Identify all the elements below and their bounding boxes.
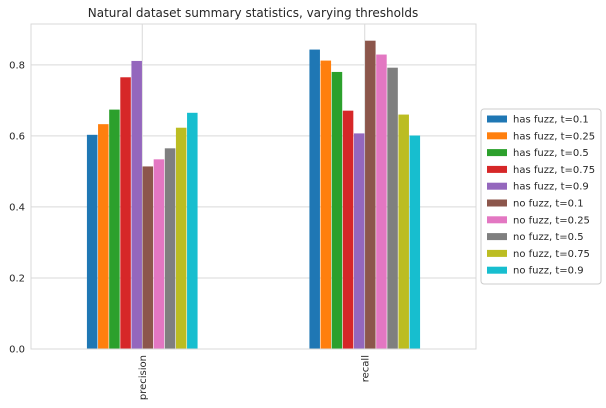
legend-swatch bbox=[487, 149, 507, 157]
bar bbox=[131, 60, 142, 350]
legend-swatch bbox=[487, 182, 507, 190]
legend-label: has fuzz, t=0.5 bbox=[513, 148, 589, 159]
legend: has fuzz, t=0.1 has fuzz, t=0.25 has fuzz,… bbox=[480, 108, 602, 285]
bar bbox=[98, 124, 109, 349]
bar bbox=[153, 159, 165, 349]
legend-label: no fuzz, t=0.5 bbox=[513, 232, 584, 243]
legend-swatch bbox=[487, 132, 507, 140]
legend-swatch bbox=[487, 249, 507, 257]
bar bbox=[342, 110, 354, 350]
bar bbox=[365, 40, 376, 349]
legend-label: has fuzz, t=0.1 bbox=[513, 115, 589, 126]
legend-swatch bbox=[487, 216, 507, 224]
legend-label: has fuzz, t=0.75 bbox=[513, 165, 595, 176]
chart-title: Natural dataset summary statistics, vary… bbox=[88, 6, 418, 20]
bar bbox=[187, 112, 198, 349]
axes: 0.0 0.2 0.4 0.6 0.8 precision recall bbox=[9, 23, 477, 400]
bar bbox=[120, 77, 131, 349]
legend-swatch bbox=[487, 233, 507, 241]
bar bbox=[309, 49, 320, 350]
legend-label: no fuzz, t=0.25 bbox=[513, 215, 590, 226]
y-tick-label: 0.2 bbox=[9, 273, 25, 284]
y-tick-label: 0.0 bbox=[9, 345, 25, 356]
plot-frame bbox=[30, 23, 477, 350]
bar bbox=[398, 114, 409, 350]
bar bbox=[376, 54, 387, 349]
legend-box bbox=[480, 108, 602, 285]
y-tick-label: 0.6 bbox=[9, 131, 25, 142]
legend-label: no fuzz, t=0.1 bbox=[513, 199, 584, 210]
legend-swatch bbox=[487, 115, 507, 123]
legend-swatch bbox=[487, 266, 507, 274]
bar bbox=[331, 71, 343, 350]
bars bbox=[86, 40, 421, 350]
legend-label: has fuzz, t=0.25 bbox=[513, 131, 595, 142]
x-tick-label: recall bbox=[360, 355, 371, 382]
bar bbox=[353, 133, 365, 349]
bar bbox=[142, 166, 154, 349]
bar bbox=[175, 127, 187, 349]
bar bbox=[109, 109, 120, 349]
bar bbox=[320, 60, 332, 350]
bar bbox=[86, 134, 98, 349]
legend-label: has fuzz, t=0.9 bbox=[513, 182, 589, 193]
legend-label: no fuzz, t=0.9 bbox=[513, 266, 584, 277]
legend-swatch bbox=[487, 165, 507, 173]
bar bbox=[409, 135, 421, 349]
plot-area bbox=[31, 24, 476, 349]
legend-swatch bbox=[487, 199, 507, 207]
bar bbox=[164, 148, 176, 349]
y-tick-label: 0.4 bbox=[9, 202, 25, 213]
y-tick-label: 0.8 bbox=[9, 60, 25, 71]
bar bbox=[387, 67, 398, 349]
grid bbox=[31, 24, 476, 350]
x-tick-label: precision bbox=[138, 355, 149, 400]
legend-label: no fuzz, t=0.75 bbox=[513, 249, 590, 260]
